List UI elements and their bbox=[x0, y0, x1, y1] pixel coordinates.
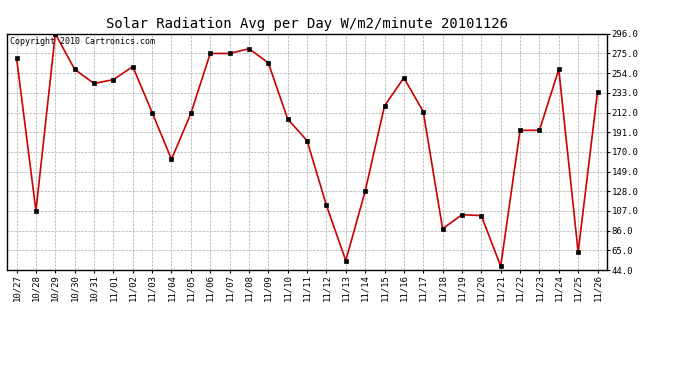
Text: Copyright 2010 Cartronics.com: Copyright 2010 Cartronics.com bbox=[10, 37, 155, 46]
Title: Solar Radiation Avg per Day W/m2/minute 20101126: Solar Radiation Avg per Day W/m2/minute … bbox=[106, 17, 508, 31]
